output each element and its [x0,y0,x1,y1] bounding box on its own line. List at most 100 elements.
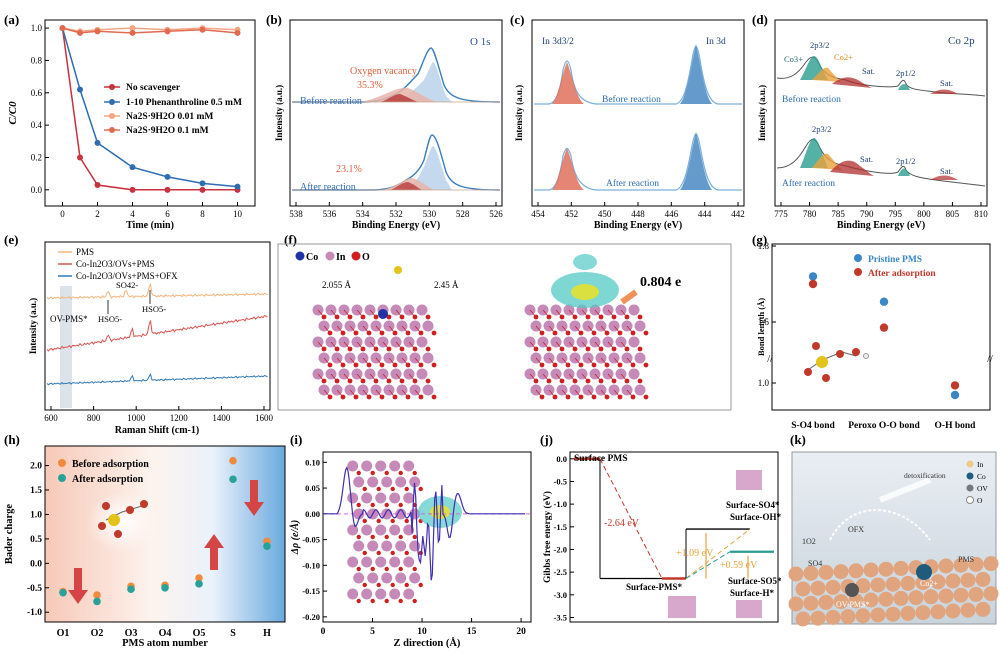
o-atom [637,378,643,384]
bond [317,341,325,350]
o-atom-i [398,534,403,540]
bond [568,373,576,382]
x-tick-label-c: 450 [598,209,612,219]
crystal-slab-left [312,304,437,400]
bond [529,341,537,350]
o-atom-i [398,470,403,476]
bond [343,373,351,382]
data-point-g1 [879,297,889,306]
data-point-a3 [129,25,136,32]
x-tick-label-c: 446 [665,209,679,219]
axes-c: 454 452 450 448 446 444 442 [531,202,745,219]
x-tick-label-c: 448 [631,209,645,219]
bond [317,373,325,382]
panel-f: (f) Co In O 2.055 Å 2.45 Å 0.804 e [277,232,732,411]
panel-i: (i) 0 5 10 15 20 0.10 0.05 0.00 -0.05 -0.10 -0.15 -… [289,432,532,649]
panel-label-a: (a) [4,12,19,27]
legend-a: No scavenger 1-10 Phenanthroline 0.5 mM … [104,83,242,136]
peak-oh-b2 [390,182,422,190]
co-atom [378,309,388,319]
in-atom-i [389,524,401,536]
surface-atom-k [848,563,864,579]
raman-series-pms [46,282,268,300]
legend-label-g1: Pristine PMS [868,255,922,265]
in-atom-i [367,476,379,488]
oxygen-atom-g5 [852,348,860,356]
legend-dot-o-k [966,496,974,504]
in-atom-i [347,588,359,600]
y-axis-label-a: C/C0 [7,101,19,125]
legend-label-e3: Co-In2O3/OVs+PMS+OFX [76,271,178,281]
o-atom-i [376,518,381,524]
in-atom-i [361,588,373,600]
peak-sat-d1 [832,77,872,88]
pms-molecule-g [804,342,869,382]
legend-label-o-k: O [977,496,983,505]
bond [613,325,621,334]
data-point-g2 [879,323,889,332]
panel-c: (c) In 3d3/2 In 3d Before reaction After… [510,12,745,231]
o-atom-i [398,502,403,508]
x-tick-label-i: 20 [516,627,526,637]
in-atom-i [375,556,387,568]
y-tick-label-i: 0.05 [305,483,320,493]
x-axis-label-i: Z direction (Å) [394,637,461,649]
in-atom-i [353,572,365,584]
in-atom [416,304,428,316]
y-axis-label-e: Intensity (a.u.) [28,298,38,354]
x-axis-label-a: Time (min) [126,220,174,231]
o-atom-i [384,470,389,476]
surface-atom-k [810,610,826,626]
bond [369,341,377,350]
legend-label-a3: Na2S·9H2O 0.01 mM [126,112,213,122]
bond [369,309,377,318]
y-axis-label-b: Intensity (a.u.) [274,85,284,141]
annot-e1-j: -2.64 eV [604,518,640,529]
in-atom-i [347,556,359,568]
data-point-g1 [950,390,960,400]
panel-title-b: O 1s [470,36,490,48]
data-point-h2 [93,597,101,606]
x-tick-label-a: 6 [165,209,170,219]
level-label-so4: Surface-SO4* [726,500,780,510]
points-h [59,456,271,606]
surface-atom-k [855,578,871,594]
x-tick-label-b: 534 [356,209,370,219]
charge-difference-curve [323,466,526,581]
slab-icon-j2 [736,600,762,618]
data-point-h1 [229,456,237,465]
level-label-h: Surface-H* [730,588,774,598]
panel-label-c: (c) [510,12,524,27]
data-point-a4 [94,28,101,35]
peak-sat-d2 [830,160,874,176]
peak-in52-c2 [680,132,712,190]
surface-atom-k [915,605,931,621]
x-tick-label-d: 790 [860,209,874,219]
slab-icon-j [668,470,762,618]
in-atom-i [403,492,415,504]
o-atom-i [418,486,423,492]
bond [401,389,409,398]
panel-frame-f [277,243,732,411]
in-atom-i [375,460,387,472]
surface-atom-k [945,573,961,589]
bond [561,357,569,366]
arrow-down-h2 [244,480,264,516]
legend-label-a4: Na2S·9H2O 0.1 mM [126,126,209,136]
legend-dot-in [325,251,335,261]
surface-atom-k [885,606,901,622]
in-atom-i [353,476,365,488]
annot-sat-d2: Sat. [860,154,873,164]
bond [330,309,338,318]
peak-oh-b1 [380,94,418,102]
x-tick-label-b: 536 [323,209,337,219]
y-tick-label-a: 0.0 [31,185,43,195]
surface-atom-k [938,558,954,574]
y-tick-label-j: -3.5 [554,612,567,622]
o-atom [637,314,643,320]
in-atom [634,352,646,364]
surface-atom-k [863,562,879,578]
y-tick-label-a: 0.6 [31,88,43,98]
annot-in-c: In 3d [706,37,726,47]
